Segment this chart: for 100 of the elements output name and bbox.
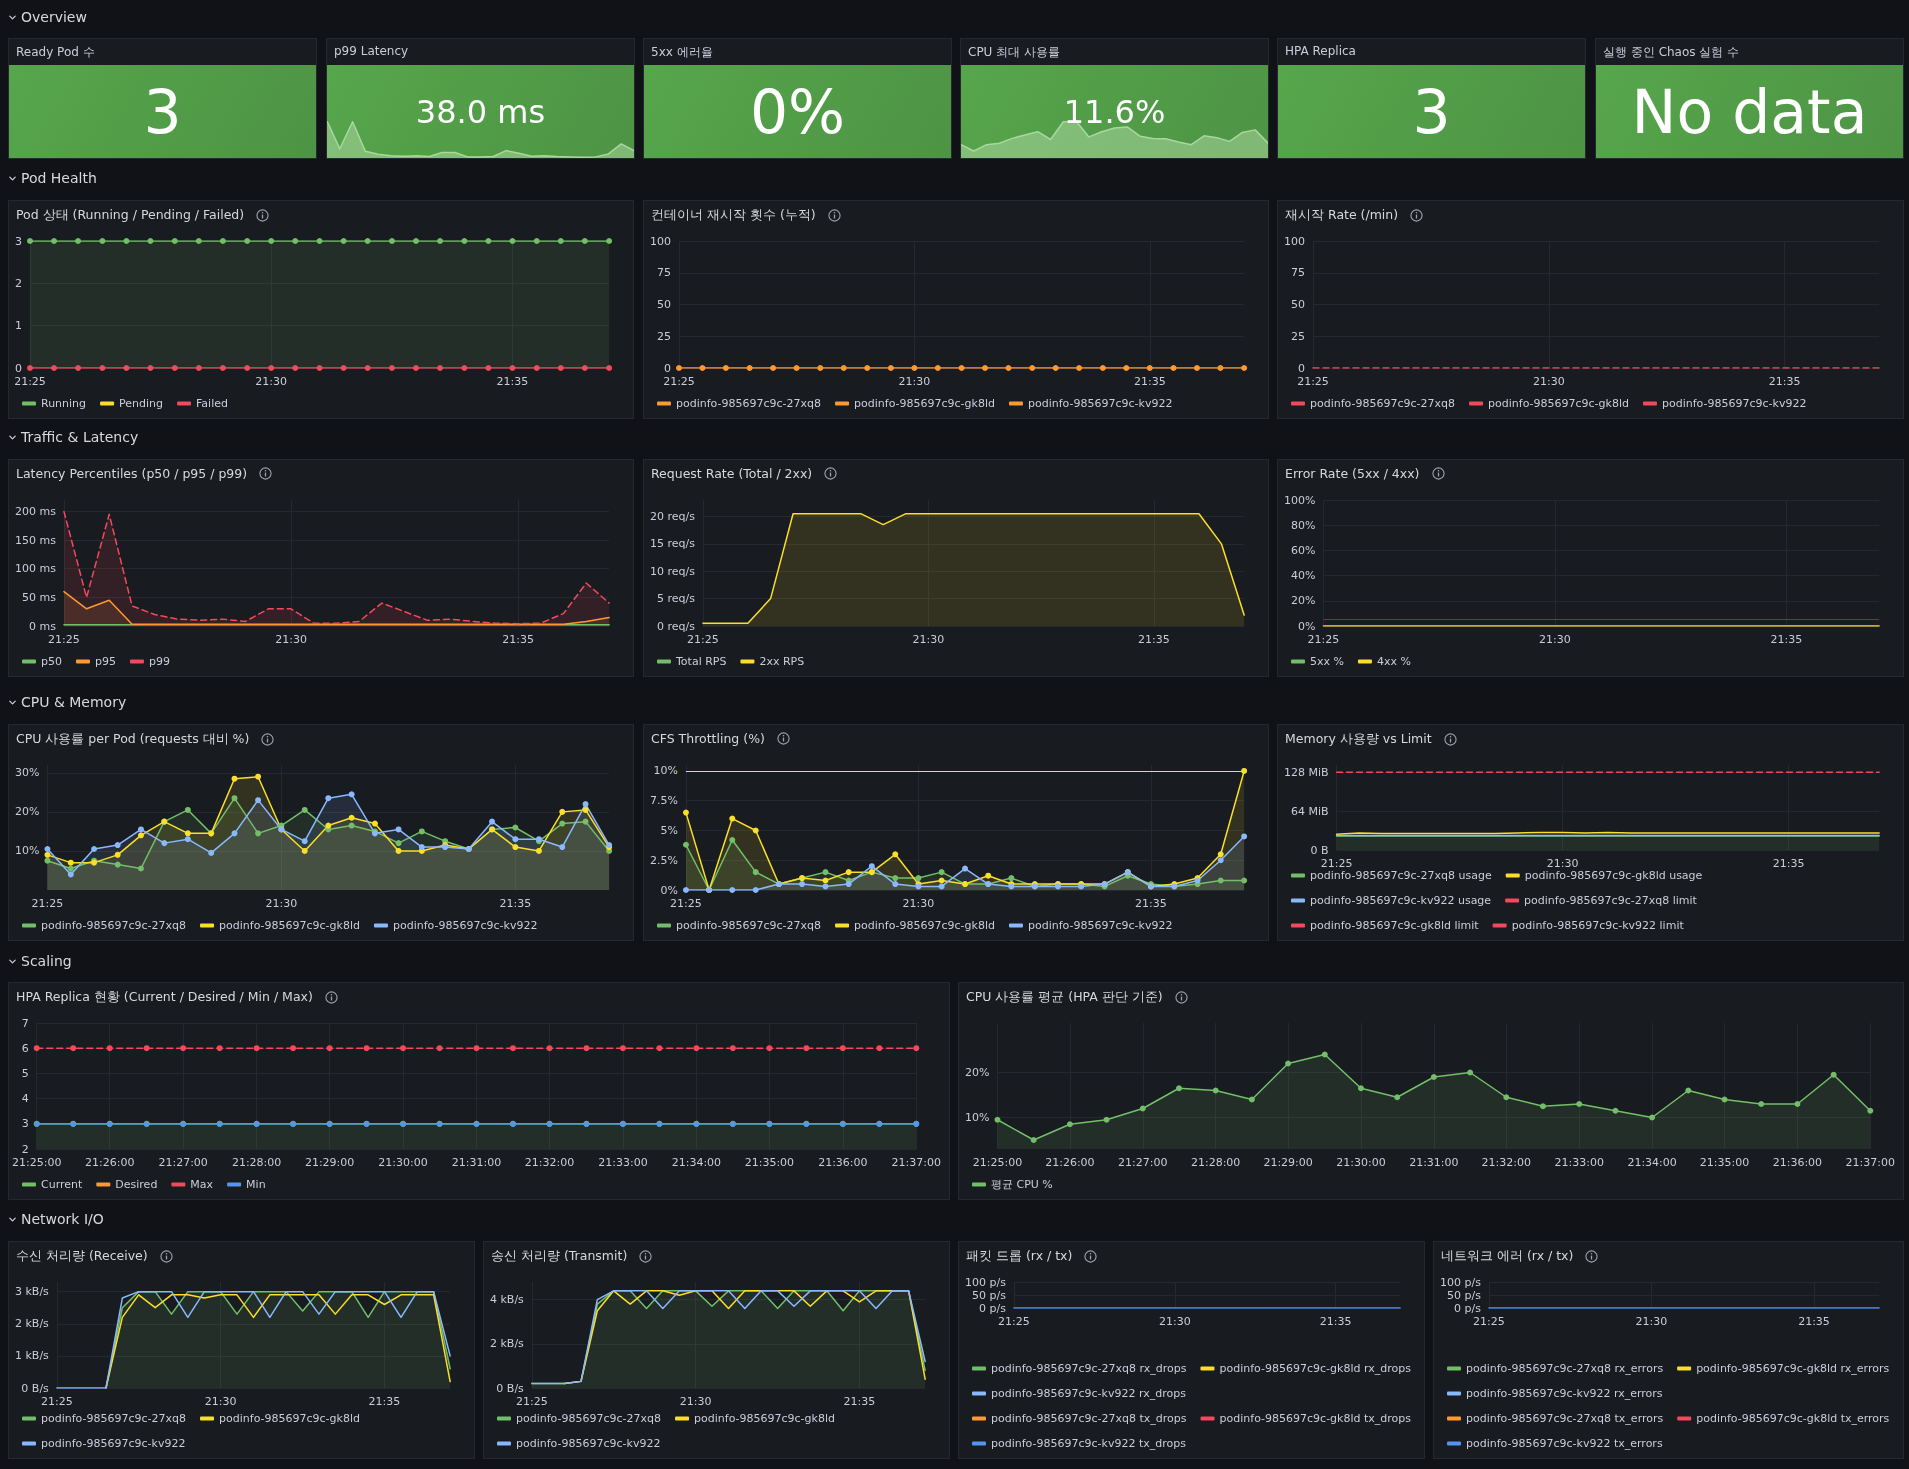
x-tick-label: 21:35 <box>1768 375 1801 388</box>
chart-title: 패킷 드롭 (rx / tx) <box>966 1248 1073 1265</box>
y-tick-label: 0 p/s <box>1453 1301 1482 1315</box>
y-tick-label: 100 <box>650 234 671 248</box>
text: 0% <box>749 76 846 147</box>
y-tick-label: 20% <box>15 805 40 819</box>
x-tick-label: 21:35 <box>843 1395 876 1408</box>
chart-title: Latency Percentiles (p50 / p95 / p99) <box>16 466 248 481</box>
x-tick-label: 21:35 <box>496 375 529 388</box>
x-tick-label: 21:30 <box>912 633 945 646</box>
legend-label: podinfo-985697c9c-27xq8 usage <box>1310 869 1492 882</box>
x-tick-label: 21:25 <box>663 375 695 388</box>
x-tick-label: 21:27:00 <box>158 1156 208 1169</box>
y-tick-label: 50 <box>657 298 671 311</box>
legend-label: podinfo-985697c9c-gk8ld <box>1488 397 1629 410</box>
legend-label: podinfo-985697c9c-gk8ld tx_drops <box>1219 1412 1412 1425</box>
y-tick-label: 50 ms <box>21 590 57 604</box>
y-tick-label: 50 p/s <box>971 1288 1007 1302</box>
y-tick-label: 50 p/s <box>1446 1288 1482 1302</box>
y-tick-label: 10 req/s <box>649 564 696 578</box>
y-tick-label: 5% <box>660 823 678 837</box>
y-tick-label: 5 req/s <box>656 592 696 606</box>
chart-title: Request Rate (Total / 2xx) <box>651 466 813 481</box>
text: Pod Health <box>21 170 97 186</box>
y-tick-label: 150 ms <box>14 533 57 547</box>
text: Scaling <box>21 953 72 969</box>
x-tick-label: 21:27:00 <box>1118 1156 1168 1169</box>
chart-title: 컨테이너 재시작 횟수 (누적) <box>651 207 816 224</box>
y-tick-label: 7 <box>21 1016 29 1030</box>
legend-label: 평균 CPU % <box>991 1178 1053 1191</box>
y-tick-label: 2 kB/s <box>489 1337 525 1351</box>
y-tick-label: 15 req/s <box>649 537 696 551</box>
legend-label: Failed <box>196 397 228 410</box>
x-tick-label: 21:25 <box>1473 1315 1505 1328</box>
x-tick-label: 21:28:00 <box>231 1156 282 1169</box>
legend-label: podinfo-985697c9c-kv922 <box>1027 397 1173 410</box>
legend-label: podinfo-985697c9c-27xq8 <box>41 919 187 932</box>
legend-label: podinfo-985697c9c-27xq8 <box>516 1412 662 1425</box>
chart-title: CFS Throttling (%) <box>651 731 765 746</box>
y-tick-label: 6 <box>21 1041 29 1055</box>
x-tick-label: 21:30 <box>255 375 288 388</box>
text: Ready Pod 수 <box>16 44 95 61</box>
x-tick-label: 21:25 <box>1307 633 1340 646</box>
x-tick-label: 21:30 <box>1539 633 1571 646</box>
text: Network I/O <box>21 1211 104 1227</box>
legend-label: Pending <box>119 397 164 410</box>
legend-label: podinfo-985697c9c-kv922 <box>41 1437 186 1450</box>
x-tick-label: 21:31:00 <box>1409 1156 1459 1169</box>
legend-label: podinfo-985697c9c-kv922 tx_errors <box>1466 1437 1663 1450</box>
y-tick-label: 100 ms <box>14 562 57 576</box>
y-tick-label: 0 p/s <box>978 1301 1007 1315</box>
x-tick-label: 21:30 <box>1532 375 1565 388</box>
y-tick-label: 5 <box>21 1066 29 1080</box>
x-tick-label: 21:30 <box>265 897 298 910</box>
chart-title: Memory 사용량 vs Limit <box>1285 731 1432 748</box>
legend-label: Running <box>41 397 87 410</box>
y-tick-label: 64 MiB <box>1290 804 1329 818</box>
legend-label: p99 <box>148 655 170 668</box>
y-tick-label: 7.5% <box>649 794 678 808</box>
chart-title: 네트워크 에러 (rx / tx) <box>1441 1248 1574 1265</box>
x-tick-label: 21:30 <box>679 1395 712 1408</box>
chart-title: CPU 사용률 per Pod (requests 대비 %) <box>16 731 250 748</box>
x-tick-label: 21:25 <box>1320 857 1353 870</box>
legend-label: podinfo-985697c9c-27xq8 <box>676 397 822 410</box>
x-tick-label: 21:35:00 <box>744 1156 795 1169</box>
legend-label: podinfo-985697c9c-gk8ld <box>854 397 995 410</box>
y-tick-label: 0 B <box>1310 843 1329 857</box>
x-tick-label: 21:35:00 <box>1699 1156 1750 1169</box>
legend-label: podinfo-985697c9c-27xq8 <box>1310 397 1456 410</box>
annotation: 11.6% <box>1063 92 1166 131</box>
y-tick-label: 3 kB/s <box>14 1285 50 1299</box>
legend-label: podinfo-985697c9c-gk8ld rx_drops <box>1219 1362 1412 1375</box>
x-tick-label: 21:25 <box>31 897 64 910</box>
legend-label: podinfo-985697c9c-gk8ld rx_errors <box>1696 1362 1890 1375</box>
y-tick-label: 200 ms <box>14 504 57 518</box>
legend-label: podinfo-985697c9c-kv922 tx_drops <box>991 1437 1187 1450</box>
legend-label: podinfo-985697c9c-27xq8 <box>676 919 822 932</box>
x-tick-label: 21:25 <box>41 1395 73 1408</box>
text: HPA Replica <box>1285 44 1356 58</box>
y-tick-label: 20% <box>1290 594 1316 608</box>
x-tick-label: 21:36:00 <box>818 1156 868 1169</box>
y-tick-label: 60% <box>1290 543 1316 557</box>
legend-label: podinfo-985697c9c-gk8ld <box>694 1412 835 1425</box>
x-tick-label: 21:25:00 <box>12 1156 62 1169</box>
chart-title: Pod 상태 (Running / Pending / Failed) <box>16 207 245 224</box>
text: 실행 중인 Chaos 실험 수 <box>1603 44 1740 61</box>
x-tick-label: 21:28:00 <box>1190 1156 1241 1169</box>
y-tick-label: 30% <box>15 766 40 780</box>
x-tick-label: 21:35 <box>499 897 532 910</box>
x-tick-label: 21:37:00 <box>1845 1156 1895 1169</box>
text: CPU & Memory <box>21 694 127 710</box>
x-tick-label: 21:30:00 <box>378 1156 428 1169</box>
y-tick-label: 2.5% <box>649 853 678 867</box>
y-tick-label: 128 MiB <box>1283 765 1329 779</box>
legend-label: podinfo-985697c9c-27xq8 <box>41 1412 187 1425</box>
x-tick-label: 21:35 <box>1770 633 1803 646</box>
x-tick-label: 21:31:00 <box>451 1156 502 1169</box>
x-tick-label: 21:30 <box>1635 1315 1668 1328</box>
legend-label: Desired <box>115 1178 158 1191</box>
y-tick-label: 100 <box>1284 234 1305 248</box>
